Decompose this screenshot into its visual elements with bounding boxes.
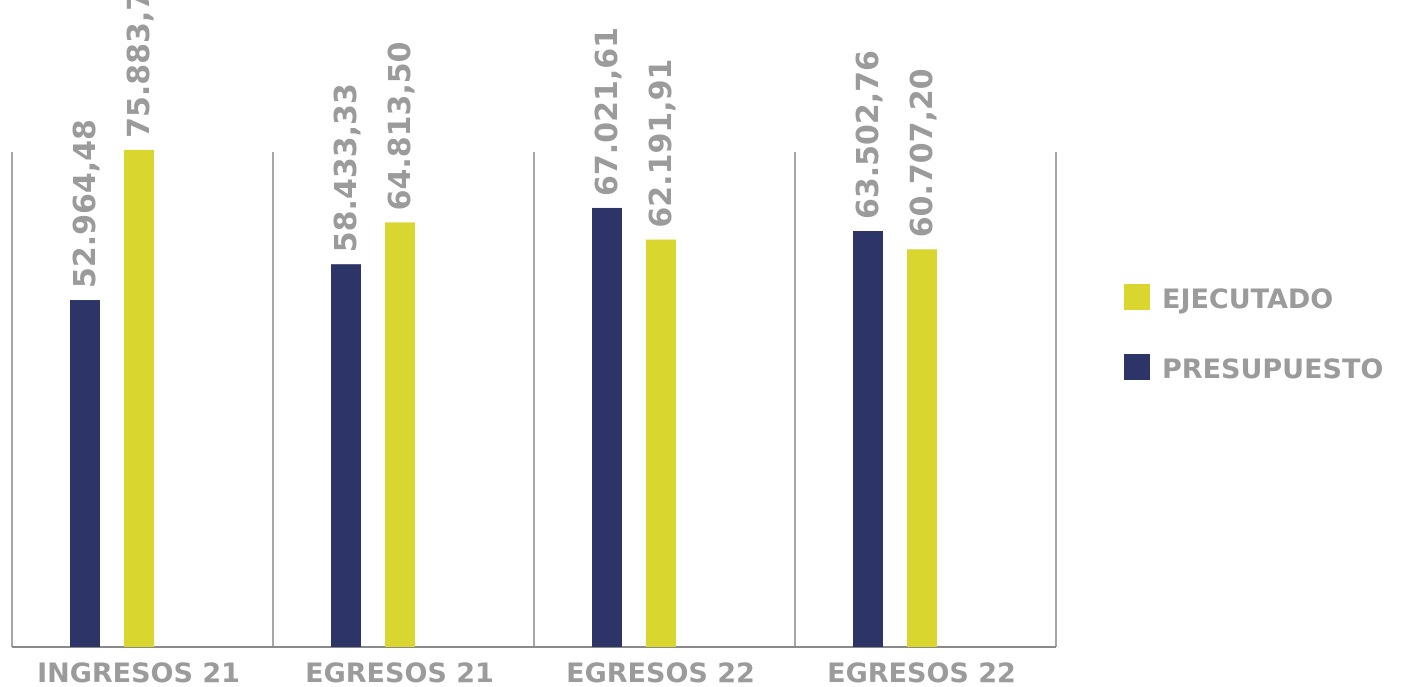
data-label: 52.964,48 xyxy=(68,119,103,288)
bar-presupuesto xyxy=(853,230,883,648)
legend-label-presupuesto: PRESUPUESTO xyxy=(1162,354,1383,385)
x-tick-label: EGRESOS 22 xyxy=(827,658,1016,687)
chart-legend: EJECUTADO PRESUPUESTO xyxy=(1124,284,1383,385)
x-tick-label: EGRESOS 22 xyxy=(566,658,755,687)
bar-presupuesto xyxy=(592,207,622,647)
bar-ejecutado xyxy=(646,239,676,647)
data-label: 64.813,50 xyxy=(383,41,418,210)
category-labels: INGRESOS 21 EGRESOS 21 EGRESOS 22 EGRESOS 2… xyxy=(37,658,1016,687)
legend-label-ejecutado: EJECUTADO xyxy=(1162,284,1333,315)
bar-ejecutado xyxy=(385,222,415,647)
bar-presupuesto xyxy=(70,300,100,647)
bar-ejecutado xyxy=(124,149,154,648)
data-label: 75.883,72 xyxy=(122,0,157,138)
chart-axes xyxy=(11,152,1057,648)
data-label: 58.433,33 xyxy=(329,83,364,252)
value-labels: 52.964,48 58.433,33 67.021,61 63.502,76 75.8… xyxy=(68,0,940,288)
legend-swatch-ejecutado xyxy=(1124,284,1150,310)
legend-swatch-presupuesto xyxy=(1124,354,1150,380)
bar-ejecutado xyxy=(907,249,937,647)
x-tick-label: INGRESOS 21 xyxy=(37,658,240,687)
data-label: 67.021,61 xyxy=(590,27,625,196)
data-label: 63.502,76 xyxy=(851,50,886,219)
data-label: 62.191,91 xyxy=(644,59,679,228)
data-label: 60.707,20 xyxy=(905,68,940,237)
bar-presupuesto xyxy=(331,264,361,647)
x-tick-label: EGRESOS 21 xyxy=(305,658,494,687)
chart-bars xyxy=(70,149,937,648)
